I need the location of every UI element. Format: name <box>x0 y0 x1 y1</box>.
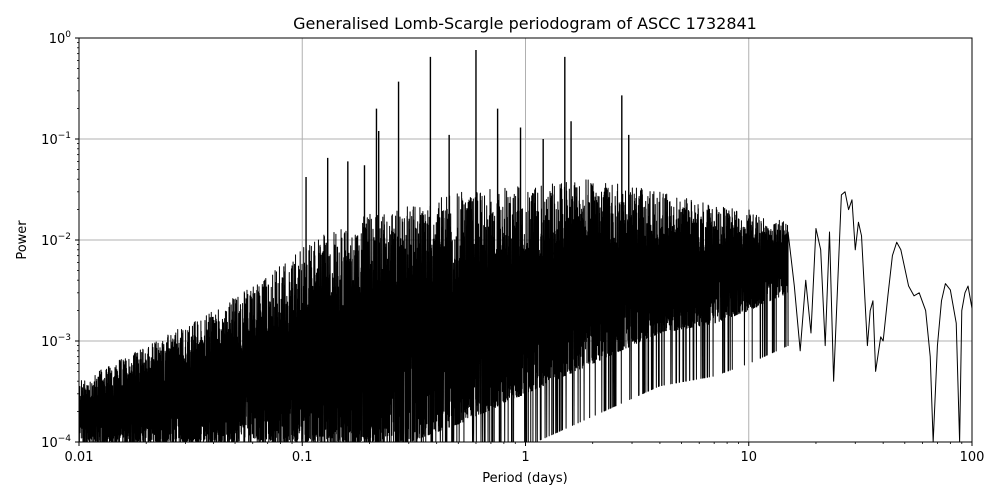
axis-ticks: 0.01 0.1 1 10 100 10−4 10−3 10−2 10−1 100 <box>41 30 984 465</box>
y-tick-label: 10−4 <box>41 434 71 451</box>
x-tick-label: 0.01 <box>65 450 94 465</box>
series-group <box>79 50 972 442</box>
periodogram-line <box>79 179 972 442</box>
y-tick-label: 10−1 <box>41 131 71 148</box>
y-tick-label: 100 <box>49 30 72 47</box>
y-axis-label: Power <box>15 220 30 260</box>
chart-title: Generalised Lomb-Scargle periodogram of … <box>293 14 757 33</box>
x-tick-label: 100 <box>960 450 985 465</box>
x-tick-label: 10 <box>740 450 757 465</box>
x-tick-label: 1 <box>521 450 529 465</box>
x-axis-label: Period (days) <box>482 471 568 486</box>
y-tick-label: 10−2 <box>41 232 71 249</box>
y-tick-label: 10−3 <box>41 333 71 350</box>
x-tick-label: 0.1 <box>292 450 313 465</box>
